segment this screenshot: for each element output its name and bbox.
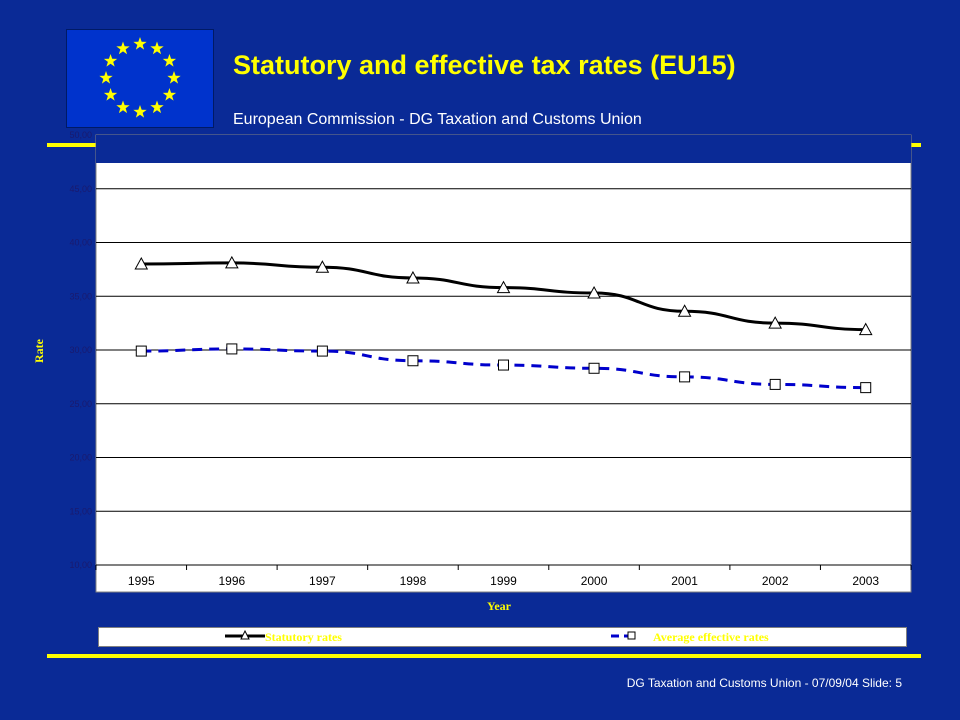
flag-star-icon — [150, 41, 164, 55]
y-tick-label: 35,00 — [69, 291, 92, 301]
effective-point — [588, 362, 600, 374]
flag-star-icon — [167, 71, 181, 84]
y-tick-label: 50,00 — [69, 130, 92, 140]
flag-star-icon — [162, 54, 177, 67]
x-tick-label: 1997 — [309, 574, 336, 588]
bottom-rule — [47, 654, 921, 658]
y-tick-label: 20,00 — [69, 453, 92, 463]
x-tick-label: 2002 — [762, 574, 789, 588]
flag-star-icon — [116, 41, 130, 55]
effective-point — [135, 345, 147, 357]
flag-star-icon — [133, 37, 147, 50]
x-tick-label: 1996 — [218, 574, 245, 588]
statutory-point — [587, 285, 601, 299]
y-tick-label: 25,00 — [69, 399, 92, 409]
x-tick-label: 2000 — [581, 574, 608, 588]
x-tick-label: 1999 — [490, 574, 517, 588]
eu-flag-stars — [99, 37, 181, 118]
statutory-point — [677, 304, 692, 317]
chart-legend: Statutory rates Average effective rates — [98, 627, 907, 647]
statutory-point — [496, 280, 511, 294]
x-tick-label: 1998 — [400, 574, 427, 588]
flag-star-icon — [103, 54, 118, 67]
effective-point — [316, 345, 328, 357]
x-axis-label: Year — [487, 599, 512, 613]
legend-triangle-marker — [240, 629, 250, 640]
slide-subtitle: European Commission - DG Taxation and Cu… — [233, 111, 642, 128]
y-tick-label: 15,00 — [69, 506, 92, 516]
statutory-point — [768, 316, 783, 329]
y-tick-label: 45,00 — [69, 184, 92, 194]
flag-star-icon — [116, 100, 130, 114]
legend-square-marker — [627, 631, 636, 640]
y-tick-label: 40,00 — [69, 238, 92, 248]
y-tick-label: 10,00 — [69, 560, 92, 570]
statutory-point — [224, 255, 239, 269]
eu-flag-logo — [66, 29, 214, 128]
effective-point — [498, 359, 509, 371]
y-tick-label: 30,00 — [69, 345, 92, 355]
statutory-point — [406, 270, 420, 284]
effective-point — [769, 378, 781, 390]
x-tick-label: 2001 — [671, 574, 698, 588]
slide-footer: DG Taxation and Customs Union - 07/09/04… — [626, 676, 902, 690]
flag-star-icon — [150, 100, 164, 114]
x-tick-label: 1995 — [128, 574, 155, 588]
x-tick-label: 2003 — [852, 574, 879, 588]
flag-star-icon — [162, 88, 177, 101]
effective-point — [679, 371, 691, 383]
statutory-point — [858, 322, 873, 336]
effective-point — [407, 355, 419, 367]
statutory-point — [315, 260, 330, 273]
legend-markers — [225, 629, 637, 640]
flag-star-icon — [133, 105, 147, 118]
chart-top-band — [96, 135, 911, 163]
statutory-point — [134, 256, 149, 270]
flag-star-icon — [99, 71, 113, 84]
effective-point — [860, 382, 872, 394]
legend-label-statutory: Statutory rates — [265, 630, 342, 644]
legend-label-effective: Average effective rates — [653, 630, 769, 644]
effective-point — [226, 343, 238, 355]
slide-title: Statutory and effective tax rates (EU15) — [233, 50, 736, 80]
flag-star-icon — [103, 88, 118, 101]
y-axis-label: Rate — [32, 338, 46, 363]
